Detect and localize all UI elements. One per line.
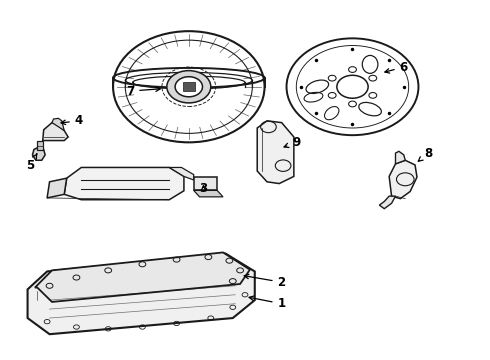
Circle shape <box>167 71 211 103</box>
Text: 1: 1 <box>249 296 286 310</box>
Text: 5: 5 <box>26 154 37 172</box>
Text: 2: 2 <box>244 274 286 289</box>
Polygon shape <box>37 140 43 149</box>
Polygon shape <box>194 177 217 190</box>
Polygon shape <box>47 178 67 198</box>
Polygon shape <box>43 123 68 140</box>
Polygon shape <box>194 190 223 197</box>
Text: 3: 3 <box>199 183 208 195</box>
Text: 9: 9 <box>284 136 300 149</box>
Text: 8: 8 <box>418 147 432 161</box>
Polygon shape <box>389 160 417 199</box>
Polygon shape <box>52 118 64 131</box>
Polygon shape <box>169 167 194 180</box>
Polygon shape <box>257 121 294 184</box>
Polygon shape <box>35 252 250 302</box>
Polygon shape <box>32 147 45 160</box>
Polygon shape <box>183 82 195 91</box>
Text: 6: 6 <box>385 60 408 73</box>
Circle shape <box>175 77 202 97</box>
Polygon shape <box>379 196 395 209</box>
Polygon shape <box>395 151 405 164</box>
Polygon shape <box>64 167 184 200</box>
Text: 4: 4 <box>61 114 83 127</box>
Text: 7: 7 <box>126 85 160 98</box>
Polygon shape <box>27 253 255 334</box>
